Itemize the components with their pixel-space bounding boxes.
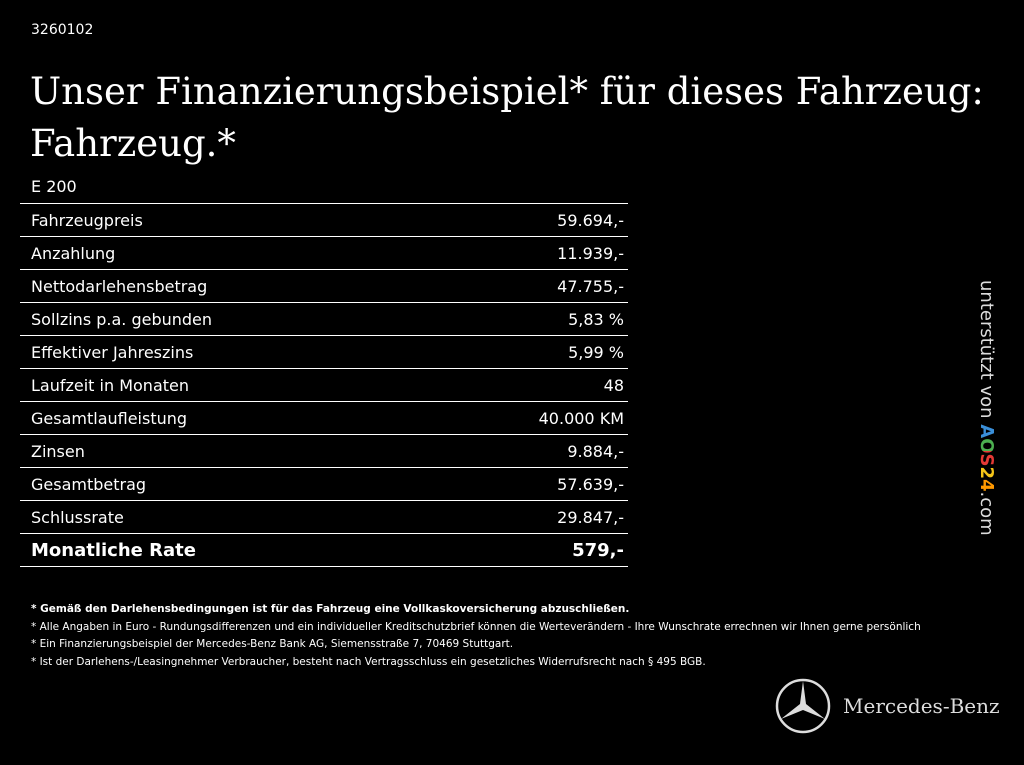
star-logo: [775, 678, 831, 734]
table-row: Gesamtlaufleistung 40.000 KM: [20, 401, 628, 434]
row-label: Schlussrate: [31, 507, 124, 527]
row-label: Anzahlung: [31, 243, 116, 263]
table-row: Schlussrate 29.847,-: [20, 500, 628, 533]
row-label: Monatliche Rate: [31, 539, 196, 561]
footnotes: * Gemäß den Darlehensbedingungen ist für…: [31, 601, 921, 672]
table-row: Laufzeit in Monaten 48: [20, 368, 628, 401]
sponsor-suffix: .com: [976, 491, 997, 536]
row-value: 59.694,-: [557, 210, 624, 230]
footnote: * Ein Finanzierungsbeispiel der Mercedes…: [31, 638, 514, 651]
row-value: 40.000 KM: [538, 408, 624, 428]
row-value: 47.755,-: [557, 276, 624, 296]
row-label: Sollzins p.a. gebunden: [31, 309, 213, 329]
row-label: Gesamtbetrag: [31, 474, 147, 494]
logo: Mercedes-Benz: [775, 678, 1000, 734]
row-value: 29.847,-: [557, 507, 624, 527]
footnote: * Gemäß den Darlehensbedingungen ist für…: [31, 603, 630, 615]
row-value: 9.884,-: [567, 441, 624, 461]
sponsor-brand: AOS24: [976, 424, 997, 492]
row-value: 11.939,-: [557, 243, 624, 263]
row-value: 57.639,-: [557, 474, 624, 494]
row-label: Nettodarlehensbetrag: [31, 276, 208, 296]
table-row: Gesamtbetrag 57.639,-: [20, 467, 628, 500]
row-label: Gesamtlaufleistung: [31, 408, 188, 428]
row-label: Laufzeit in Monaten: [31, 375, 190, 395]
table-row: Anzahlung 11.939,-: [20, 236, 628, 269]
model: E 200: [31, 177, 77, 196]
sponsor-prefix: unterstützt von: [976, 280, 997, 419]
sponsor: unterstützt von AOS24.com: [976, 280, 997, 536]
title: Fahrzeug.*: [30, 122, 236, 165]
footnote: * Alle Angaben in Euro - Rundungsdiffere…: [31, 620, 921, 633]
offer-id: 3260102: [31, 22, 94, 38]
row-value: 48: [603, 375, 624, 395]
table-row: Zinsen 9.884,-: [20, 434, 628, 467]
row-value: 5,83 %: [568, 309, 624, 329]
table-row: Fahrzeugpreis 59.694,-: [20, 203, 628, 236]
table-row: Effektiver Jahreszins 5,99 %: [20, 335, 628, 368]
table-row: Sollzins p.a. gebunden 5,83 %: [20, 302, 628, 335]
finance-table: Fahrzeugpreis 59.694,- Anzahlung 11.939,- Ne…: [20, 203, 628, 567]
table-row: Nettodarlehensbetrag 47.755,-: [20, 269, 628, 302]
logo-text: Mercedes-Benz: [843, 694, 1000, 718]
title: Unser Finanzierungsbeispiel* für dieses …: [30, 70, 984, 113]
row-label: Fahrzeugpreis: [31, 210, 143, 230]
table-row: Monatliche Rate 579,-: [20, 533, 628, 567]
row-label: Effektiver Jahreszins: [31, 342, 194, 362]
footnote: * Ist der Darlehens-/Leasingnehmer Verbr…: [31, 656, 706, 669]
row-value: 5,99 %: [568, 342, 624, 362]
row-value: 579,-: [572, 539, 624, 561]
row-label: Zinsen: [31, 441, 85, 461]
